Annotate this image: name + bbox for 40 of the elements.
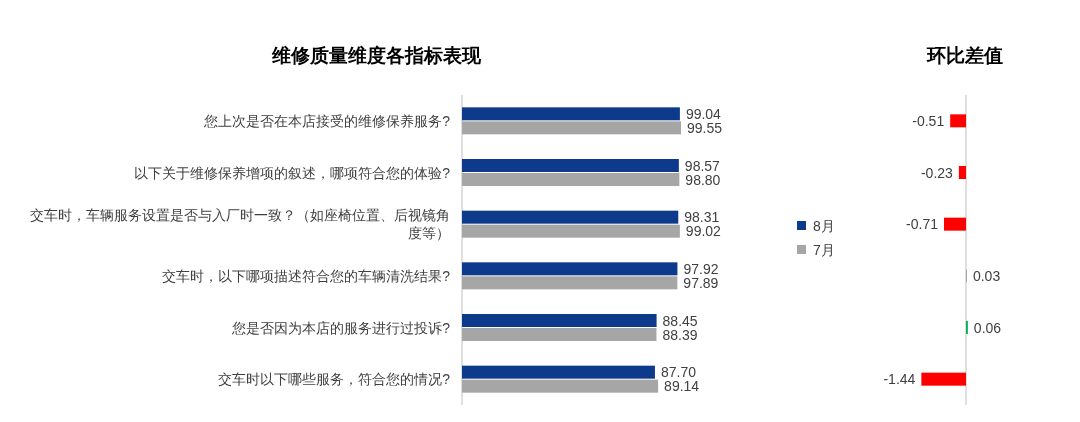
y-tick-label: 您是否因为本店的服务进行过投诉? xyxy=(231,319,451,336)
data-label: 98.57 xyxy=(684,157,721,174)
bar xyxy=(462,262,678,276)
data-label: 99.04 xyxy=(685,105,722,122)
bar xyxy=(462,159,679,172)
chart-title: 环比差值 xyxy=(926,45,1003,66)
y-tick-label: 您上次是否在本店接受的维修保养服务? xyxy=(203,112,451,129)
bar xyxy=(462,276,678,290)
data-label: -0.71 xyxy=(906,216,939,233)
y-tick-label: 以下关于维修保养增项的叙述，哪项符合您的体验? xyxy=(134,164,451,181)
data-label: 87.70 xyxy=(660,364,697,381)
data-label: 0.03 xyxy=(972,267,1001,284)
y-tick-label: 交车时以下哪些服务，符合您的情况? xyxy=(218,371,451,388)
bar xyxy=(462,224,680,238)
data-label: 99.02 xyxy=(685,223,722,240)
y-tick-label: 交车时，车辆服务设置是否与入厂时一致？（如座椅位置、后视镜角度等） xyxy=(30,207,450,242)
data-label: 99.55 xyxy=(687,119,723,136)
bar xyxy=(462,365,655,379)
data-label: 97.89 xyxy=(683,274,719,291)
data-label: 88.39 xyxy=(662,326,698,343)
bar xyxy=(462,173,680,186)
data-label: 97.92 xyxy=(683,260,719,277)
legend-label: 8月 xyxy=(813,218,835,234)
bar xyxy=(462,107,680,121)
bar xyxy=(462,379,659,393)
bar xyxy=(462,210,679,224)
data-label: -1.44 xyxy=(883,371,916,388)
legend-label: 7月 xyxy=(813,242,835,258)
data-label: 89.14 xyxy=(664,378,700,395)
data-label: 98.31 xyxy=(684,209,720,226)
bar xyxy=(462,121,682,135)
data-label: 0.06 xyxy=(973,319,1002,336)
y-tick-label: 交车时，以下哪项描述符合您的车辆清洗结果? xyxy=(162,267,451,284)
bar xyxy=(462,314,657,327)
data-label: -0.51 xyxy=(912,112,945,129)
data-label: 88.45 xyxy=(662,312,698,329)
chart-title: 维修质量维度各指标表现 xyxy=(270,45,482,66)
bar xyxy=(462,328,657,341)
data-label: 98.80 xyxy=(685,171,721,188)
data-label: -0.23 xyxy=(920,164,954,181)
